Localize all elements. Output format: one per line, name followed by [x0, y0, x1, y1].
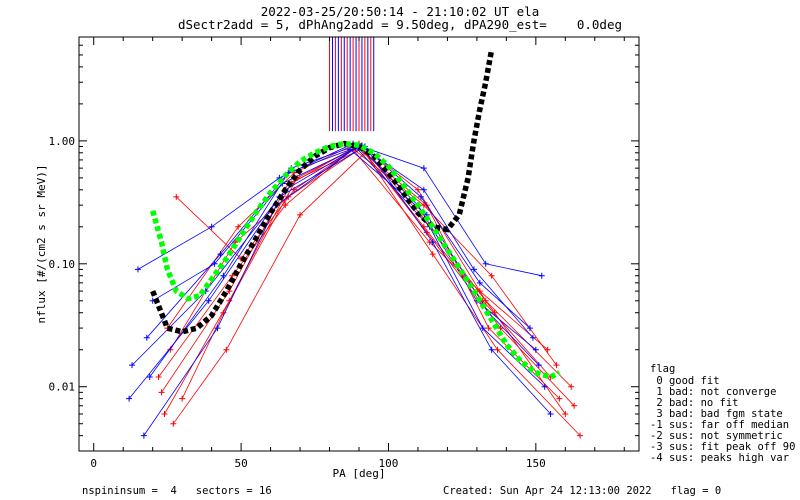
blue-data-point	[143, 334, 150, 341]
red-data-point	[491, 309, 498, 316]
blue-data-point	[417, 193, 424, 200]
blue-trace-line	[146, 149, 540, 366]
blue-data-point	[146, 373, 153, 380]
flag-legend-item: -1 sus: far off median	[650, 419, 789, 431]
blue-data-point	[488, 346, 495, 353]
red-data-point	[155, 373, 162, 380]
blue-data-point	[479, 325, 486, 332]
vertical-marker-lines	[329, 37, 375, 132]
x-tick-label: 50	[234, 457, 247, 470]
red-data-point	[420, 202, 427, 209]
red-data-point	[161, 410, 168, 417]
blue-data-point	[211, 260, 218, 267]
footer-left: nspininsum = 4 sectors = 16	[82, 485, 272, 497]
red-data-point	[553, 362, 560, 369]
blue-trace-line	[128, 145, 551, 415]
y-tick-label: 0.10	[49, 258, 76, 271]
red-data-point	[173, 193, 180, 200]
red-data-point	[297, 211, 304, 218]
y-tick-label: 0.01	[49, 381, 76, 394]
x-tick-label: 0	[90, 457, 97, 470]
blue-data-point	[529, 334, 536, 341]
y-tick-label: 1.00	[49, 135, 76, 148]
red-data-point	[482, 297, 489, 304]
red-data-point	[235, 223, 242, 230]
flag-legend-item: 1 bad: not converge	[650, 386, 776, 398]
blue-trace-line	[149, 144, 534, 378]
green-fit-curve	[150, 140, 561, 380]
red-data-point	[170, 420, 177, 427]
red-data-point	[223, 346, 230, 353]
red-data-point	[556, 395, 563, 402]
red-data-point	[488, 272, 495, 279]
blue-data-point	[547, 410, 554, 417]
flag-legend-item: 0 good fit	[650, 375, 720, 387]
red-data-point	[568, 383, 575, 390]
red-data-point	[414, 186, 421, 193]
red-data-point	[179, 395, 186, 402]
blue-data-point	[538, 272, 545, 279]
blue-data-point	[126, 395, 133, 402]
red-data-point	[282, 202, 289, 209]
blue-data-point	[541, 383, 548, 390]
blue-data-point	[526, 325, 533, 332]
blue-data-point	[208, 223, 215, 230]
chart-subtitle: dSectr2add = 5, dPhAng2add = 9.50deg, dP…	[178, 17, 622, 32]
blue-data-point	[134, 266, 141, 273]
red-data-point	[220, 309, 227, 316]
red-data-point	[485, 325, 492, 332]
blue-data-point	[217, 251, 224, 258]
chart-title: 2022-03-25/20:50:14 - 21:10:02 UT ela	[261, 4, 539, 19]
blue-data-point	[214, 325, 221, 332]
axes: 0 50 100 150 0.01 0.10 1.00	[49, 36, 639, 470]
flag-legend-item: -3 sus: fit peak off 90	[650, 441, 795, 453]
x-tick-label: 150	[526, 457, 546, 470]
red-trace-line	[164, 146, 560, 415]
red-data-point	[494, 346, 501, 353]
red-data-point	[577, 432, 584, 439]
blue-data-point	[220, 272, 227, 279]
blue-data-point	[420, 165, 427, 172]
blue-trace-line	[131, 145, 537, 366]
blue-trace-line	[137, 143, 542, 277]
x-tick-label: 100	[379, 457, 399, 470]
blue-data-point	[129, 362, 136, 369]
red-data-point	[562, 410, 569, 417]
blue-data-point	[140, 432, 147, 439]
footer-right: Created: Sun Apr 24 12:13:00 2022 flag =…	[443, 485, 721, 497]
y-axis-label: nflux [#/(cm2 s sr MeV)]	[35, 165, 48, 324]
data-traces	[126, 140, 584, 439]
red-trace-line	[172, 152, 581, 436]
blue-data-point	[532, 346, 539, 353]
red-data-point	[571, 402, 578, 409]
blue-data-point	[420, 186, 427, 193]
blue-data-point	[429, 239, 436, 246]
blue-data-point	[535, 362, 542, 369]
blue-data-point	[482, 260, 489, 267]
red-data-point	[429, 251, 436, 258]
red-data-point	[158, 389, 165, 396]
blue-data-point	[470, 266, 477, 273]
red-data-point	[497, 325, 504, 332]
flag-legend-item: 2 bad: no fit	[650, 397, 739, 409]
x-axis-label: PA [deg]	[333, 467, 386, 480]
flag-legend-heading: flag	[650, 363, 675, 375]
blue-data-point	[476, 279, 483, 286]
blue-data-point	[205, 297, 212, 304]
fit-curves	[150, 49, 561, 380]
flag-legend-item: -4 sus: peaks high var	[650, 452, 789, 464]
flag-legend-item: 3 bad: bad fgm state	[650, 408, 783, 420]
black-fit-curve	[150, 49, 495, 335]
flag-legend-item: -2 sus: not symmetric	[650, 430, 783, 442]
